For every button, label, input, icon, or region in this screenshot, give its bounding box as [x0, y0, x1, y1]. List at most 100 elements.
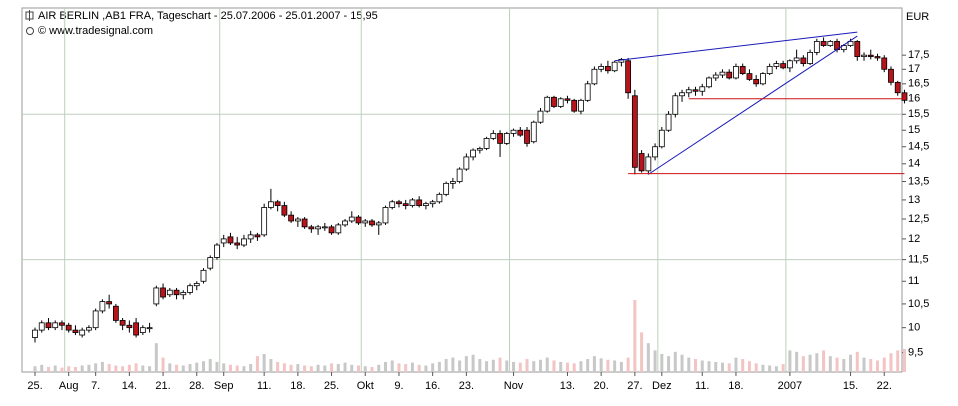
volume-bar [902, 348, 906, 372]
candle-body [416, 199, 423, 206]
candle-body [423, 203, 429, 206]
volume-bar [424, 365, 428, 372]
x-tick-label: 11. [257, 380, 271, 392]
candle-body [807, 51, 813, 64]
volume-bar [208, 359, 212, 372]
candle-body [598, 66, 605, 70]
candle-body [52, 322, 59, 329]
candle-body [625, 60, 632, 94]
volume-bar [363, 366, 367, 372]
candle-body [294, 218, 301, 222]
candle-body [38, 322, 45, 331]
y-tick-label: 13,5 [908, 175, 929, 187]
candle-body [874, 56, 881, 59]
candle-body [584, 83, 591, 101]
candle-body [99, 301, 106, 312]
candle-body [241, 238, 247, 246]
volume-bar [33, 366, 37, 372]
x-tick-label: 9. [394, 380, 403, 392]
candle-body [92, 310, 99, 329]
volume-bar [808, 354, 812, 372]
volume-bar [471, 354, 475, 372]
candle-body [733, 66, 739, 79]
volume-bar [512, 361, 516, 372]
candle-body [605, 66, 611, 72]
volume-bar [53, 365, 57, 372]
x-tick-label: Sep [214, 380, 234, 392]
y-tick-label: 12,5 [908, 213, 929, 225]
volume-bar [94, 363, 98, 372]
candle-body [32, 329, 38, 338]
candles [32, 37, 908, 343]
volume-bar [350, 364, 354, 372]
y-tick-label: 10,5 [908, 298, 929, 310]
x-tick-label: 25. [324, 380, 339, 392]
candle-body [402, 203, 409, 206]
volume-bar [255, 356, 259, 372]
candle-body [867, 54, 874, 57]
volume-bar [444, 359, 448, 372]
volume-bar [660, 354, 664, 372]
volume-bar [822, 350, 826, 372]
candle-body [726, 71, 733, 79]
candle-body [753, 79, 760, 85]
volume-bar [282, 363, 286, 372]
volume-bar [626, 357, 630, 372]
candle-body [65, 324, 72, 331]
volume-bar [161, 357, 165, 372]
volume-bar [242, 366, 246, 372]
volume-bar [309, 366, 313, 372]
volume-bar [249, 364, 253, 372]
volume-bar [336, 364, 340, 372]
volume-bar [60, 367, 64, 372]
volume-bar [458, 360, 462, 372]
candle-body [261, 207, 268, 236]
candle-body [254, 234, 261, 238]
x-tick-label: 28. [189, 380, 204, 392]
volume-bar [175, 364, 179, 372]
volume-bar [276, 361, 280, 372]
candle-body [672, 95, 679, 115]
candle-body [207, 257, 214, 269]
candle-body [342, 220, 348, 226]
volume-bar [599, 358, 603, 372]
candle-body [800, 57, 807, 64]
volume-bar [579, 361, 583, 372]
candle-body [382, 207, 389, 224]
candle-body [106, 301, 113, 305]
candle-body [79, 329, 86, 336]
candle-body [524, 129, 530, 144]
volume-bar [545, 357, 549, 372]
x-tick-label: Okt [357, 380, 374, 392]
candle-body [166, 289, 173, 296]
candle-body [449, 181, 456, 184]
volume-bar [700, 360, 704, 372]
volume-bar [687, 357, 691, 372]
y-unit: EUR [906, 11, 929, 23]
volume-bar [795, 351, 799, 372]
volume-bar [121, 366, 125, 372]
candle-body [281, 205, 288, 216]
y-tick-label: 16 [908, 93, 920, 105]
candle-body [766, 66, 773, 75]
x-tick-label: 23. [459, 380, 474, 392]
candle-body [591, 68, 598, 85]
y-tick-label: 9,5 [908, 347, 923, 359]
title-icon [25, 10, 34, 21]
volume-bar [383, 361, 387, 372]
volume-bar [397, 363, 401, 372]
candle-body [187, 285, 193, 293]
volume-bar [734, 357, 738, 372]
candle-body [173, 289, 180, 296]
volume-bar [565, 362, 569, 372]
volume-bar [410, 362, 414, 372]
volume-bar [431, 363, 435, 372]
volume-bar [181, 365, 185, 372]
candle-body [786, 60, 793, 69]
trend-line [614, 31, 858, 62]
candle-body [227, 236, 234, 244]
y-tick-label: 14,5 [908, 141, 929, 153]
volume-bar [788, 350, 792, 372]
volume-bar [235, 365, 239, 372]
grid [22, 8, 902, 372]
